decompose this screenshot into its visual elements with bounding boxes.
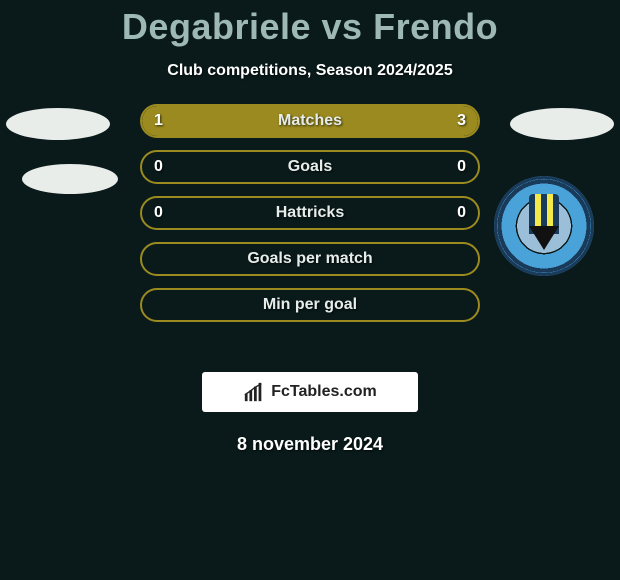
stat-row: Min per goal (140, 288, 480, 322)
stat-label: Goals per match (142, 244, 478, 274)
page-title: Degabriele vs Frendo (0, 0, 620, 48)
stat-row: 00Goals (140, 150, 480, 184)
watermark: FcTables.com (202, 372, 418, 412)
ellipse-icon (510, 108, 614, 140)
stat-label: Goals (142, 152, 478, 182)
watermark-text: FcTables.com (271, 383, 377, 401)
stat-row: 13Matches (140, 104, 480, 138)
player2-badge (510, 108, 614, 168)
bars-icon (243, 381, 265, 403)
comparison-arena: 13Matches 00Goals 00Hattricks Goals per mat… (0, 104, 620, 364)
vs-text: vs (322, 6, 363, 47)
stat-label: Min per goal (142, 290, 478, 320)
date-text: 8 november 2024 (0, 434, 620, 455)
ellipse-icon (6, 108, 110, 140)
stat-rows: 13Matches 00Goals 00Hattricks Goals per mat… (140, 104, 480, 334)
stat-label: Hattricks (142, 198, 478, 228)
stat-row: Goals per match (140, 242, 480, 276)
stat-label: Matches (142, 106, 478, 136)
player2-name: Frendo (373, 6, 498, 47)
player1-badge (6, 108, 110, 168)
club-crest-icon (494, 176, 594, 276)
ellipse-icon (22, 164, 118, 194)
stat-row: 00Hattricks (140, 196, 480, 230)
player1-name: Degabriele (122, 6, 311, 47)
subtitle: Club competitions, Season 2024/2025 (0, 62, 620, 80)
